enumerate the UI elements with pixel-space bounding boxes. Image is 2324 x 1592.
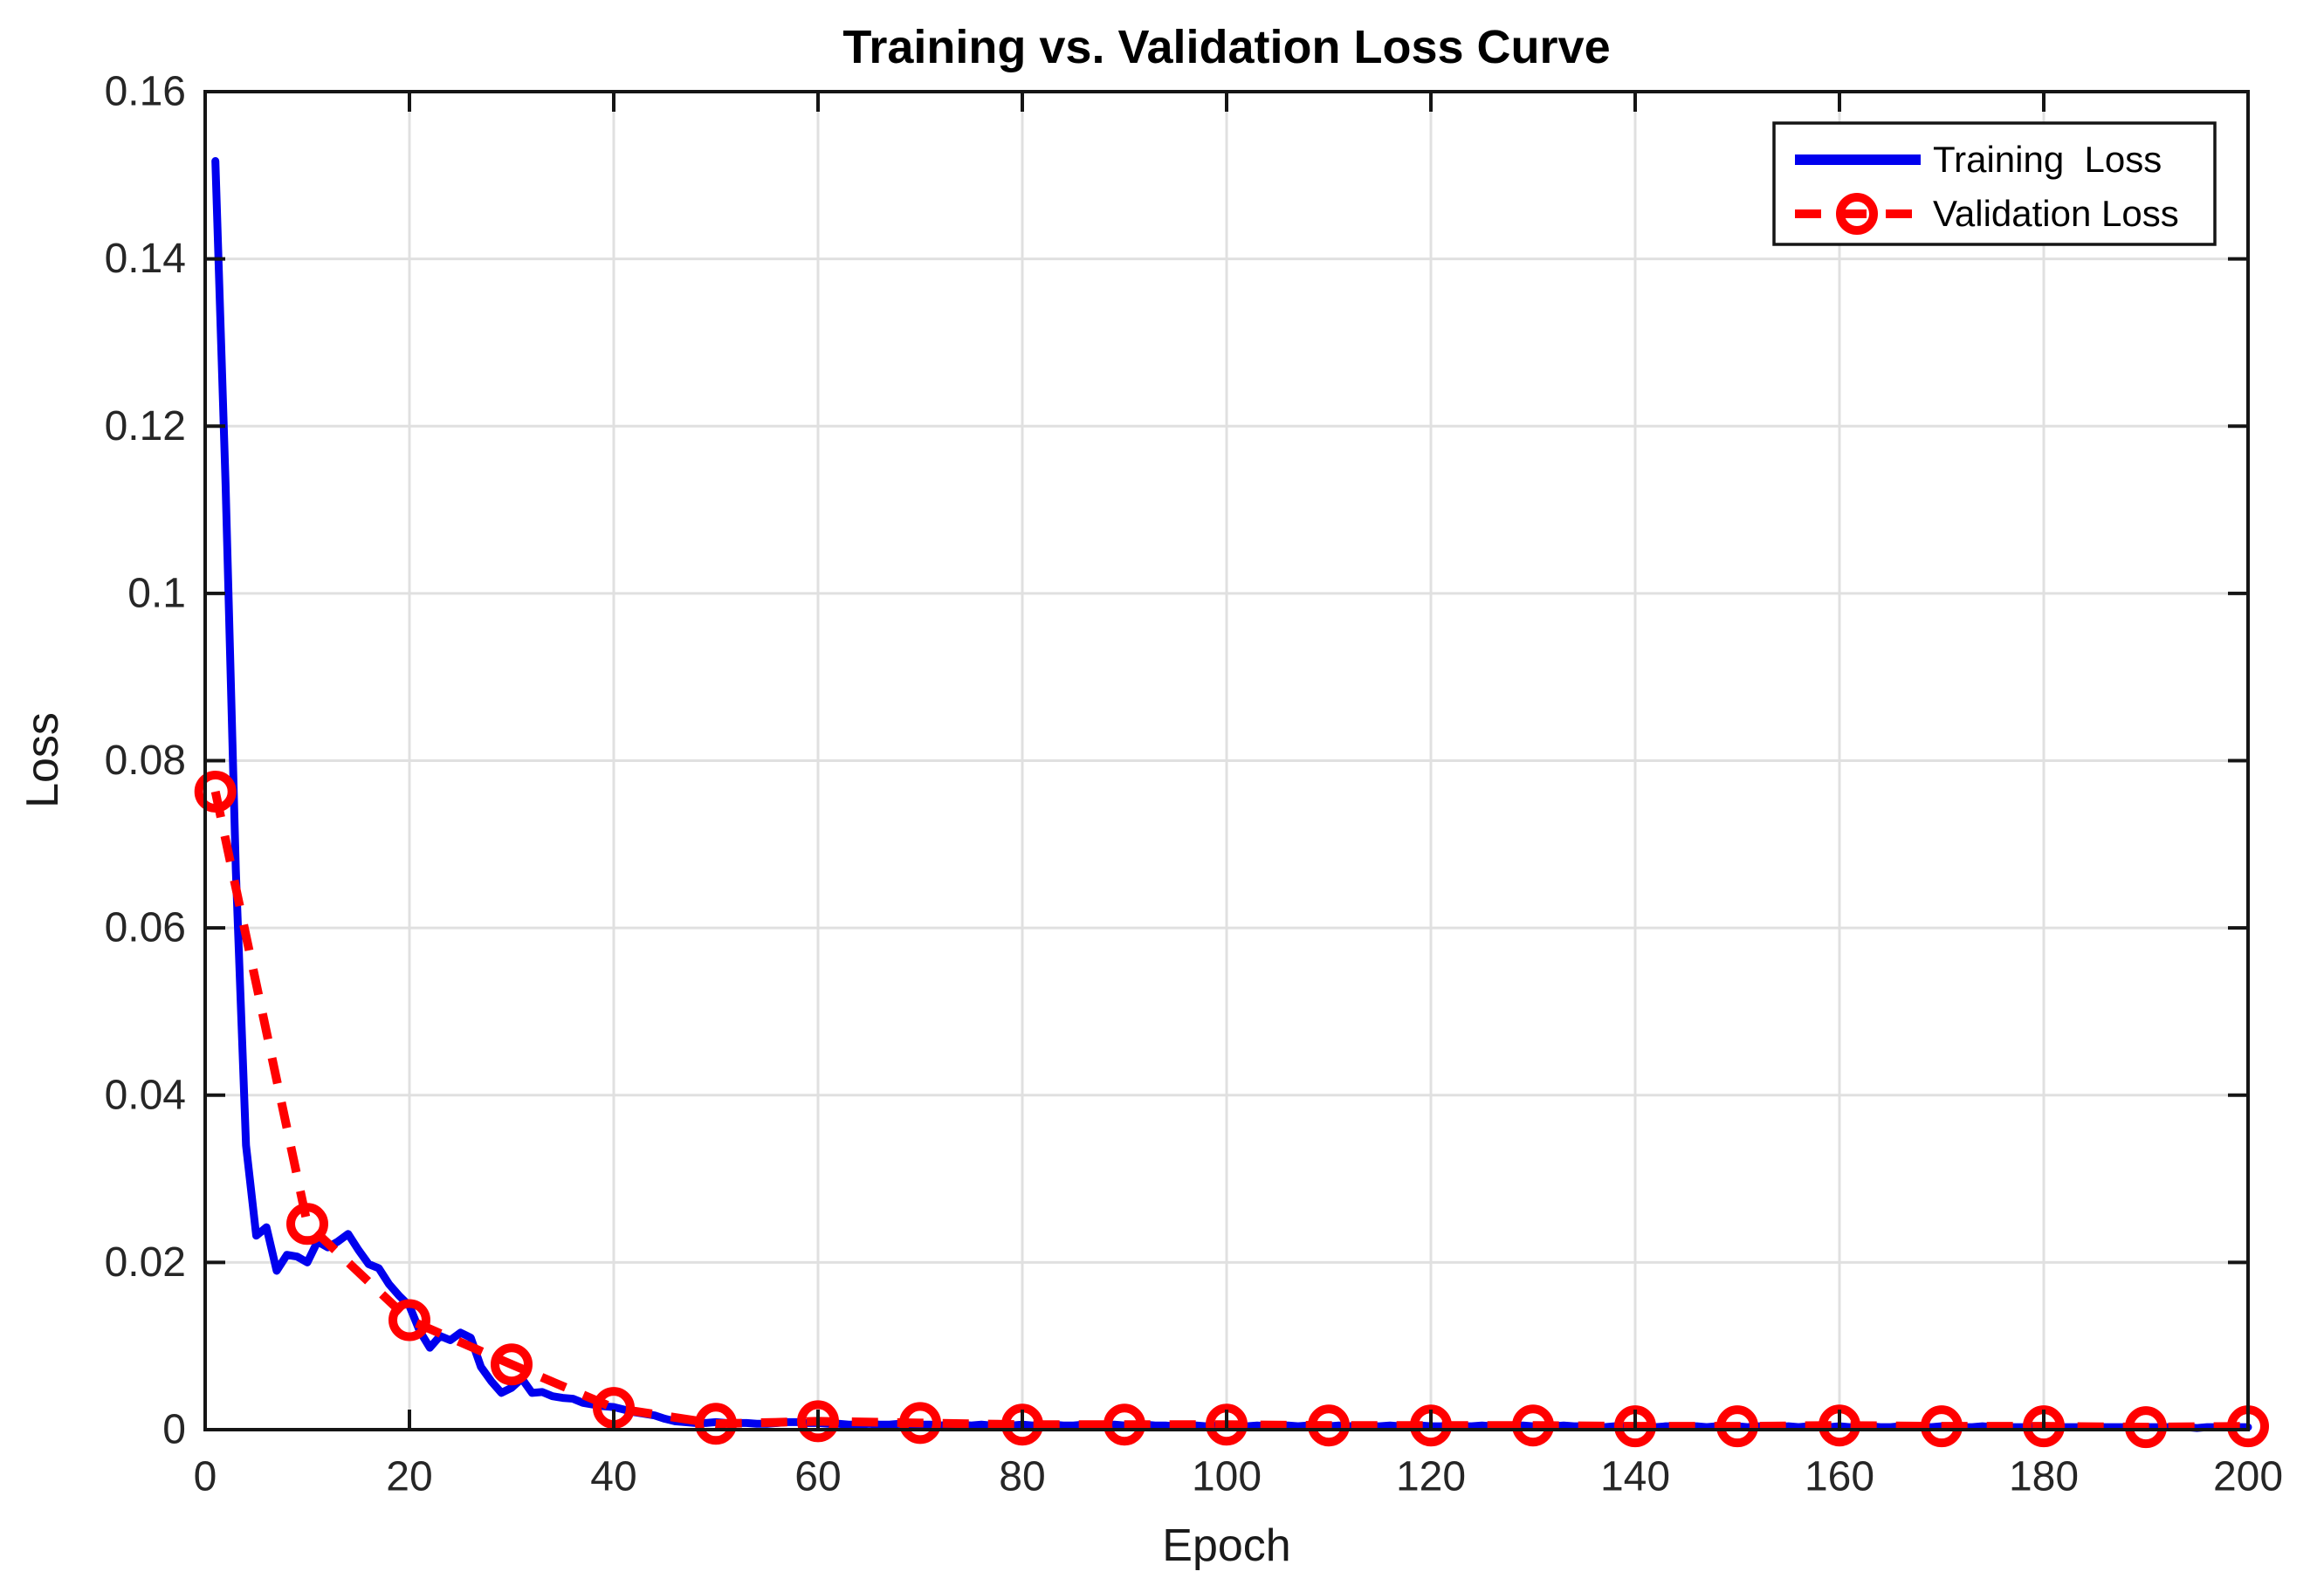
validation-marker [695,1403,737,1445]
y-axis-label: Loss [17,712,68,808]
y-tick-label: 0.08 [105,738,186,784]
y-tick-label: 0.06 [105,905,186,951]
validation-marker [1512,1404,1554,1447]
x-tick-label: 140 [1600,1454,1670,1500]
validation-marker [388,1299,430,1342]
legend-training-label: Training Loss [1933,139,2162,180]
validation-marker [1716,1405,1758,1448]
y-tick-label: 0.04 [105,1072,186,1118]
validation-marker [1206,1403,1248,1446]
x-tick-label: 160 [1805,1454,1874,1500]
x-tick-label: 40 [590,1454,636,1500]
validation-marker [1410,1404,1452,1447]
x-tick-label: 80 [999,1454,1045,1500]
validation-marker [1001,1403,1043,1446]
x-tick-label: 20 [386,1454,432,1500]
y-tick-label: 0.12 [105,403,186,449]
x-axis-label: Epoch [1162,1520,1290,1571]
validation-marker [2125,1406,2167,1449]
x-tick-label: 180 [2009,1454,2079,1500]
validation-marker [194,770,237,813]
y-tick-label: 0 [162,1407,186,1453]
x-tick-label: 0 [194,1454,217,1500]
x-tick-label: 60 [794,1454,841,1500]
validation-marker [1104,1403,1145,1446]
y-tick-label: 0.14 [105,236,186,282]
gridlines [205,92,2248,1430]
validation-marker [899,1402,941,1444]
validation-marker [1819,1404,1860,1447]
x-tick-label: 100 [1192,1454,1262,1500]
y-tick-label: 0.16 [105,69,186,115]
validation-marker [1308,1404,1350,1447]
validation-marker [286,1203,328,1245]
legend-validation-label: Validation Loss [1933,193,2179,234]
y-tick-label: 0.02 [105,1239,186,1286]
x-tick-label: 200 [2213,1454,2283,1500]
legend: Training Loss Validation Loss [1772,121,2217,246]
legend-validation-marker-sample [1836,193,1878,235]
validation-marker [491,1343,533,1386]
validation-marker [797,1400,839,1443]
validation-marker [1921,1405,1963,1448]
chart-title: Training vs. Validation Loss Curve [842,21,1610,73]
x-tick-label: 120 [1396,1454,1466,1500]
tick-labels: 0 20 40 60 80 100 120 140 160 180 200 0 0.02 0.04 0.06… [105,69,2283,1500]
y-tick-label: 0.1 [127,570,186,616]
axis-box [203,90,2250,1431]
